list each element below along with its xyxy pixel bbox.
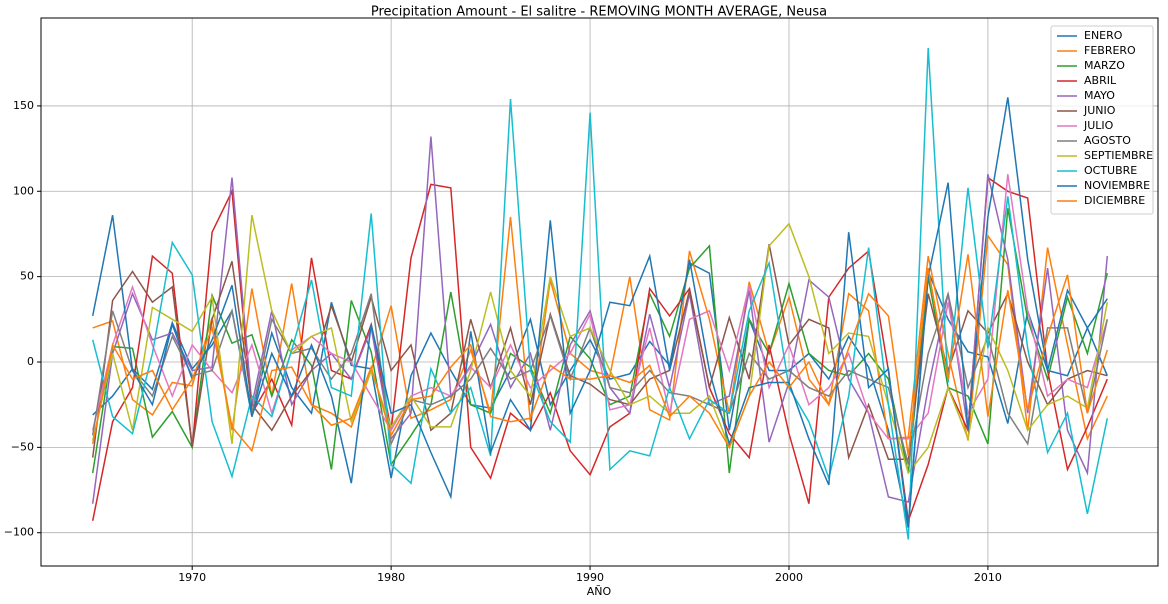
y-tick-label: 50 [20,270,34,283]
series-line [92,216,1108,442]
legend-label: MAYO [1084,89,1115,102]
legend-label: DICIEMBRE [1084,194,1145,207]
series-line [91,254,1109,457]
y-tick-label: 100 [13,184,34,197]
series-line [91,244,1108,461]
legend-label: JUNIO [1083,104,1116,117]
legend-label: NOVIEMBRE [1084,179,1150,192]
series-line [91,176,1108,522]
legend: ENERO FEBRERO MARZO ABRIL MAYO JUNIO JULIO AGOS… [1050,25,1154,215]
x-tick-label: 2000 [775,571,803,584]
x-axis-label: AÑO [587,585,612,598]
legend-label: FEBRERO [1084,44,1136,57]
legend-label: AGOSTO [1084,134,1131,147]
x-tick-label: 1980 [377,571,405,584]
plot-frame [40,17,1159,567]
y-tick-label: −100 [4,526,34,539]
legend-label: JULIO [1083,119,1114,132]
y-tick-label: −50 [11,440,34,453]
legend-label: OCTUBRE [1084,164,1137,177]
legend-label: ENERO [1084,29,1123,42]
x-tick-label: 1990 [576,571,604,584]
series-line [91,47,1109,540]
legend-box [1050,25,1154,215]
series-line [91,174,1109,440]
y-tick-label: 0 [27,355,34,368]
series-line [91,97,1108,528]
x-tick-label: 2010 [974,571,1002,584]
chart-title: Precipitation Amount - El salitre - REMO… [371,5,827,20]
y-tick-label: 150 [13,99,34,112]
x-tick-label: 1970 [178,571,206,584]
series-line [91,215,1109,475]
legend-label: ABRIL [1084,74,1117,87]
legend-label: MARZO [1084,59,1125,72]
legend-label: SEPTIEMBRE [1084,149,1153,162]
